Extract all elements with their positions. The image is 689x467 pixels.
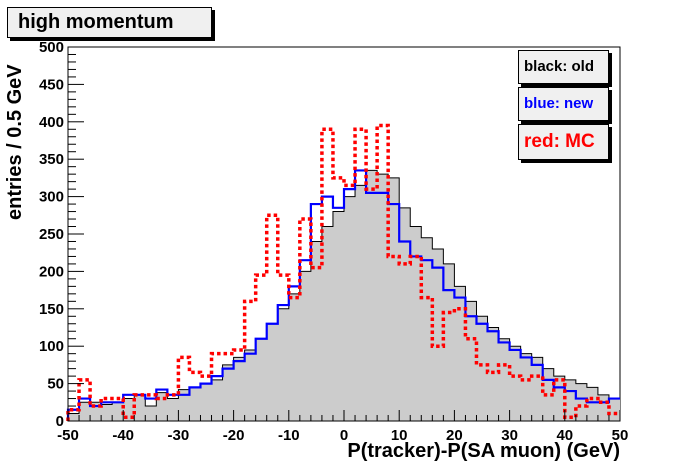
- series-line-new: [66, 169, 620, 421]
- y-tick-label: 250: [39, 226, 64, 243]
- legend-entry-mc: red: MC: [518, 124, 609, 160]
- y-axis-title: entries / 0.5 GeV: [4, 64, 26, 220]
- x-axis-title: P(tracker)-P(SA muon) (GeV): [347, 440, 620, 462]
- x-tick-label: -20: [223, 427, 245, 444]
- x-tick-label: 10: [391, 427, 408, 444]
- y-tick-label: 400: [39, 114, 64, 131]
- chart-title: high momentum: [7, 7, 212, 38]
- x-tick-label: -30: [168, 427, 190, 444]
- legend-entry-new: blue: new: [518, 87, 609, 121]
- x-tick-label: 50: [612, 427, 629, 444]
- y-tick-label: 500: [39, 39, 64, 56]
- axes-layer: -50 -40 -30 -20 -10 0 10 20 30 40 5005010015020025…: [39, 39, 628, 444]
- x-tick-label: 40: [556, 427, 573, 444]
- x-tick-label: 20: [446, 427, 463, 444]
- y-tick-label: 0: [56, 413, 64, 430]
- y-tick-label: 50: [47, 376, 64, 393]
- legend-entry-old: black: old: [518, 50, 609, 84]
- y-tick-label: 100: [39, 338, 64, 355]
- series-line-mc: [66, 123, 620, 421]
- x-tick-label: -50: [57, 427, 79, 444]
- y-tick-label: 300: [39, 189, 64, 206]
- series-fill-old: [68, 170, 620, 421]
- y-tick-label: 200: [39, 263, 64, 280]
- x-tick-label: 0: [340, 427, 348, 444]
- y-tick-label: 450: [39, 76, 64, 93]
- histogram-layer: [66, 123, 620, 421]
- y-tick-label: 350: [39, 151, 64, 168]
- y-tick-label: 150: [39, 301, 64, 318]
- x-tick-label: 30: [501, 427, 518, 444]
- x-tick-label: -10: [278, 427, 300, 444]
- x-tick-label: -40: [112, 427, 134, 444]
